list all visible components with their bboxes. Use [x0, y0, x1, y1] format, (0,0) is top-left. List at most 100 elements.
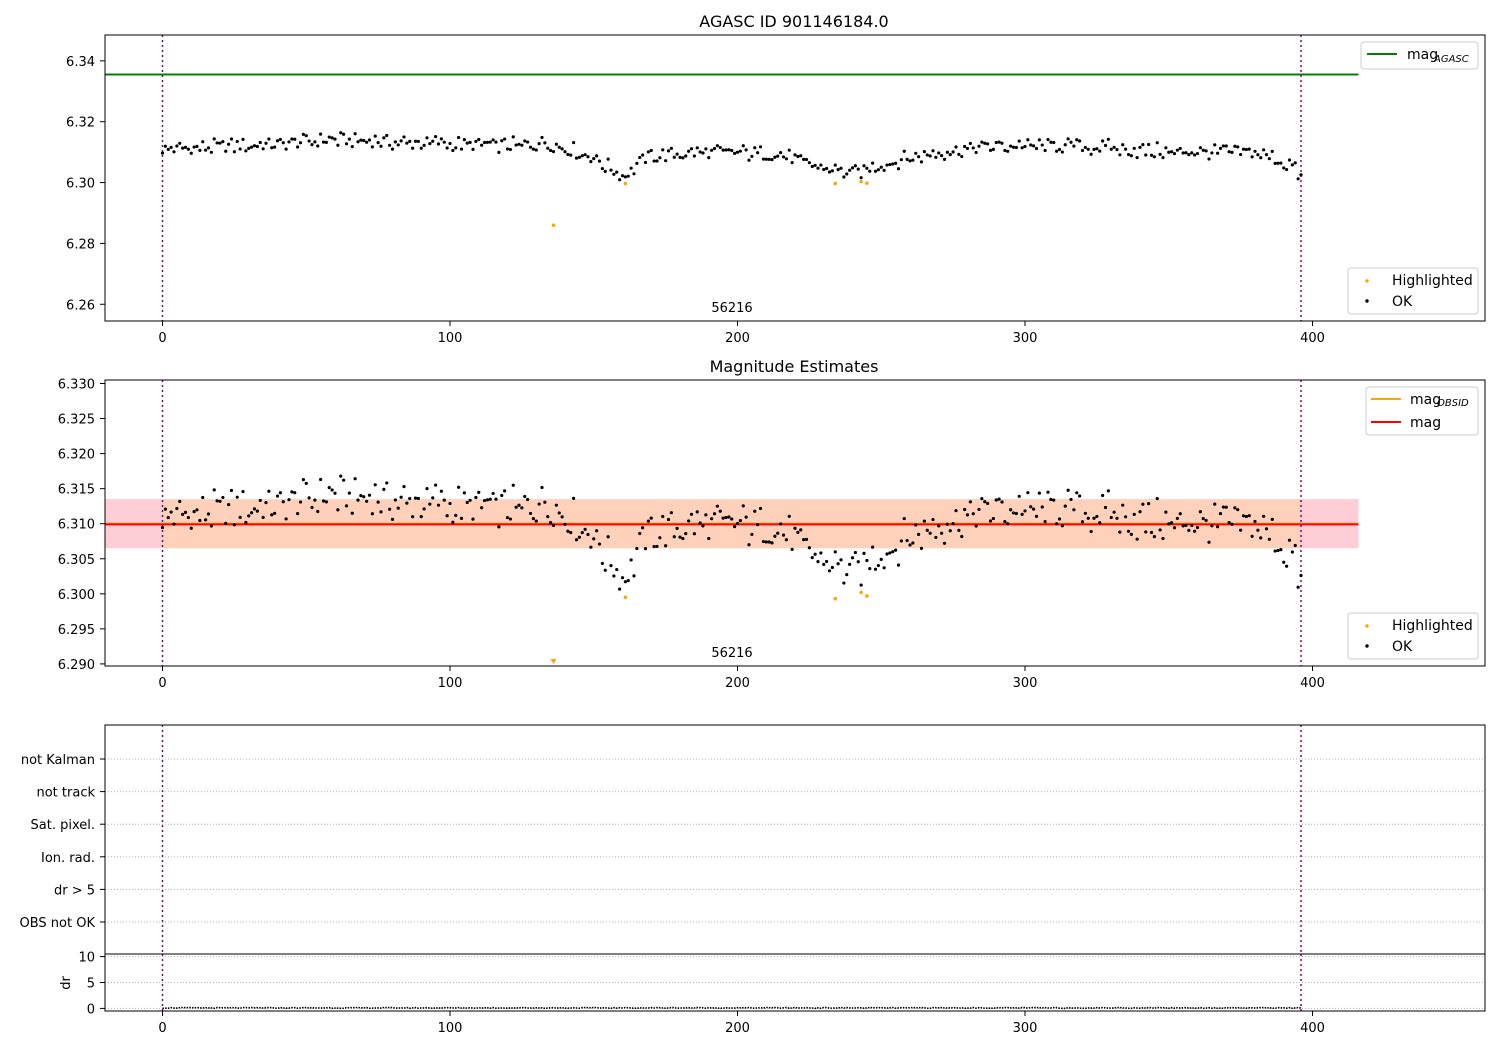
ok-point: [1121, 503, 1125, 507]
ok-point: [258, 140, 262, 145]
ok-point: [1247, 147, 1251, 151]
ok-point: [733, 525, 737, 529]
ok-point: [1086, 516, 1090, 520]
ok-point: [399, 139, 403, 143]
ok-point: [195, 508, 199, 512]
ok-point: [580, 530, 584, 535]
x-tick-label: 200: [725, 1021, 750, 1036]
ok-point: [891, 550, 895, 554]
ok-point: [948, 152, 952, 157]
ok-point: [914, 151, 918, 155]
ok-point: [727, 515, 731, 519]
ok-point: [1078, 139, 1082, 143]
ok-point: [802, 537, 806, 542]
ok-point: [974, 524, 978, 528]
ok-point: [221, 140, 225, 144]
ok-point: [488, 140, 492, 144]
middle-legend-lower: Highlighted OK: [1347, 612, 1479, 660]
flag-category-label: not track: [36, 786, 95, 801]
ok-point: [471, 147, 475, 152]
ok-point: [301, 478, 305, 482]
ok-point: [333, 137, 337, 141]
y-tick-label: 6.300: [58, 588, 95, 603]
ok-point: [638, 155, 642, 160]
ok-point: [413, 139, 418, 143]
ok-point: [1172, 526, 1177, 530]
y-tick-label: 6.330: [58, 378, 95, 393]
ok-point: [1040, 505, 1044, 509]
middle-panel: Magnitude Estimates 6.290 6.295 6.300 6.305…: [58, 357, 1486, 691]
ok-point: [1020, 146, 1024, 150]
ok-point: [1259, 536, 1263, 540]
ok-point: [264, 141, 268, 145]
ok-point: [296, 511, 300, 516]
ok-point: [1034, 514, 1039, 518]
highlighted-point: [623, 595, 628, 600]
ok-point: [497, 150, 501, 155]
ok-point: [652, 544, 656, 549]
ok-point: [954, 145, 958, 149]
ok-point: [1066, 137, 1070, 141]
ok-point: [255, 509, 259, 513]
ok-point: [1147, 142, 1151, 147]
flags-grid: [105, 725, 1485, 954]
ok-point: [1080, 520, 1085, 524]
ok-point: [281, 500, 285, 504]
ok-point: [643, 160, 648, 165]
ok-point: [718, 145, 722, 150]
ok-point: [1000, 500, 1004, 504]
ok-point: [767, 157, 771, 161]
ok-point: [244, 149, 248, 153]
ok-point: [471, 517, 475, 521]
ok-point: [738, 149, 742, 153]
ok-point: [744, 515, 748, 519]
ok-point: [1210, 524, 1214, 528]
ok-point: [1098, 521, 1102, 525]
ok-point: [664, 159, 668, 163]
middle-legend-upper: mag OBSID mag: [1365, 386, 1479, 436]
ok-point: [1147, 502, 1151, 506]
ok-point: [267, 137, 271, 141]
ok-point: [1233, 144, 1237, 148]
ok-point: [566, 529, 570, 533]
ok-point: [1026, 491, 1030, 495]
ok-point: [1193, 153, 1197, 157]
ok-point: [730, 517, 734, 521]
ok-point: [730, 148, 734, 153]
ok-point: [595, 529, 599, 533]
ok-point: [698, 521, 702, 525]
ok-point: [1181, 524, 1185, 528]
ok-point: [405, 501, 409, 505]
ok-point: [212, 137, 216, 141]
ok-point: [873, 169, 878, 173]
ok-point: [1126, 529, 1131, 533]
ok-point: [508, 517, 512, 521]
ok-point: [1244, 147, 1248, 152]
ok-point: [945, 150, 949, 154]
ok-point: [163, 144, 167, 148]
ok-point: [873, 567, 878, 571]
ok-point: [675, 152, 679, 156]
ok-point: [983, 500, 987, 504]
ok-point: [681, 536, 685, 541]
ok-point: [793, 153, 797, 157]
ok-point: [646, 150, 650, 154]
ok-point: [1023, 509, 1027, 513]
ok-point: [845, 573, 849, 577]
ok-point: [856, 560, 860, 564]
ok-point: [189, 526, 193, 530]
ok-point: [747, 543, 751, 547]
ok-point: [572, 496, 576, 501]
ok-point: [735, 521, 740, 526]
ok-point: [1264, 153, 1269, 157]
ok-point: [756, 151, 760, 155]
ok-point: [664, 544, 668, 548]
x-tick-label: 400: [1300, 1021, 1325, 1036]
ok-point: [517, 142, 521, 146]
ok-point: [1118, 153, 1122, 157]
ok-point: [301, 132, 305, 136]
ok-point: [692, 532, 696, 536]
ok-point: [816, 166, 820, 170]
ok-point: [980, 140, 984, 144]
dr-x-axis: 0 100 200 300 400: [158, 1011, 1325, 1036]
